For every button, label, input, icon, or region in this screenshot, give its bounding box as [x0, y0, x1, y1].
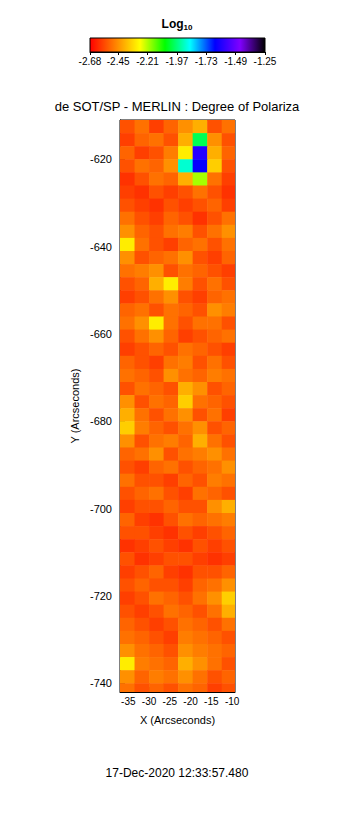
svg-text:-620: -620 — [90, 153, 112, 165]
svg-text:-25: -25 — [163, 696, 178, 707]
svg-text:-2.21: -2.21 — [136, 56, 159, 67]
svg-text:-680: -680 — [90, 415, 112, 427]
svg-text:de SOT/SP - MERLIN : Degree of: de SOT/SP - MERLIN : Degree of Polariza — [55, 99, 300, 114]
svg-text:Y (Arcseconds): Y (Arcseconds) — [69, 369, 81, 444]
svg-text:-640: -640 — [90, 241, 112, 253]
svg-text:-10: -10 — [225, 696, 240, 707]
svg-text:-35: -35 — [121, 696, 136, 707]
svg-text:-740: -740 — [90, 677, 112, 689]
svg-text:-15: -15 — [204, 696, 219, 707]
svg-text:-1.25: -1.25 — [254, 56, 277, 67]
svg-text:-700: -700 — [90, 503, 112, 515]
svg-text:-2.45: -2.45 — [107, 56, 130, 67]
svg-text:-1.49: -1.49 — [224, 56, 247, 67]
svg-text:-720: -720 — [90, 590, 112, 602]
svg-text:-20: -20 — [183, 696, 198, 707]
svg-text:-2.68: -2.68 — [79, 56, 102, 67]
svg-text:Log: Log — [162, 17, 184, 31]
svg-text:-30: -30 — [142, 696, 157, 707]
svg-text:-1.97: -1.97 — [165, 56, 188, 67]
svg-text:17-Dec-2020 12:33:57.480: 17-Dec-2020 12:33:57.480 — [106, 766, 249, 780]
svg-text:X (Arcseconds): X (Arcseconds) — [140, 714, 215, 726]
svg-text:10: 10 — [184, 23, 193, 32]
svg-text:-660: -660 — [90, 328, 112, 340]
svg-text:-1.73: -1.73 — [195, 56, 218, 67]
